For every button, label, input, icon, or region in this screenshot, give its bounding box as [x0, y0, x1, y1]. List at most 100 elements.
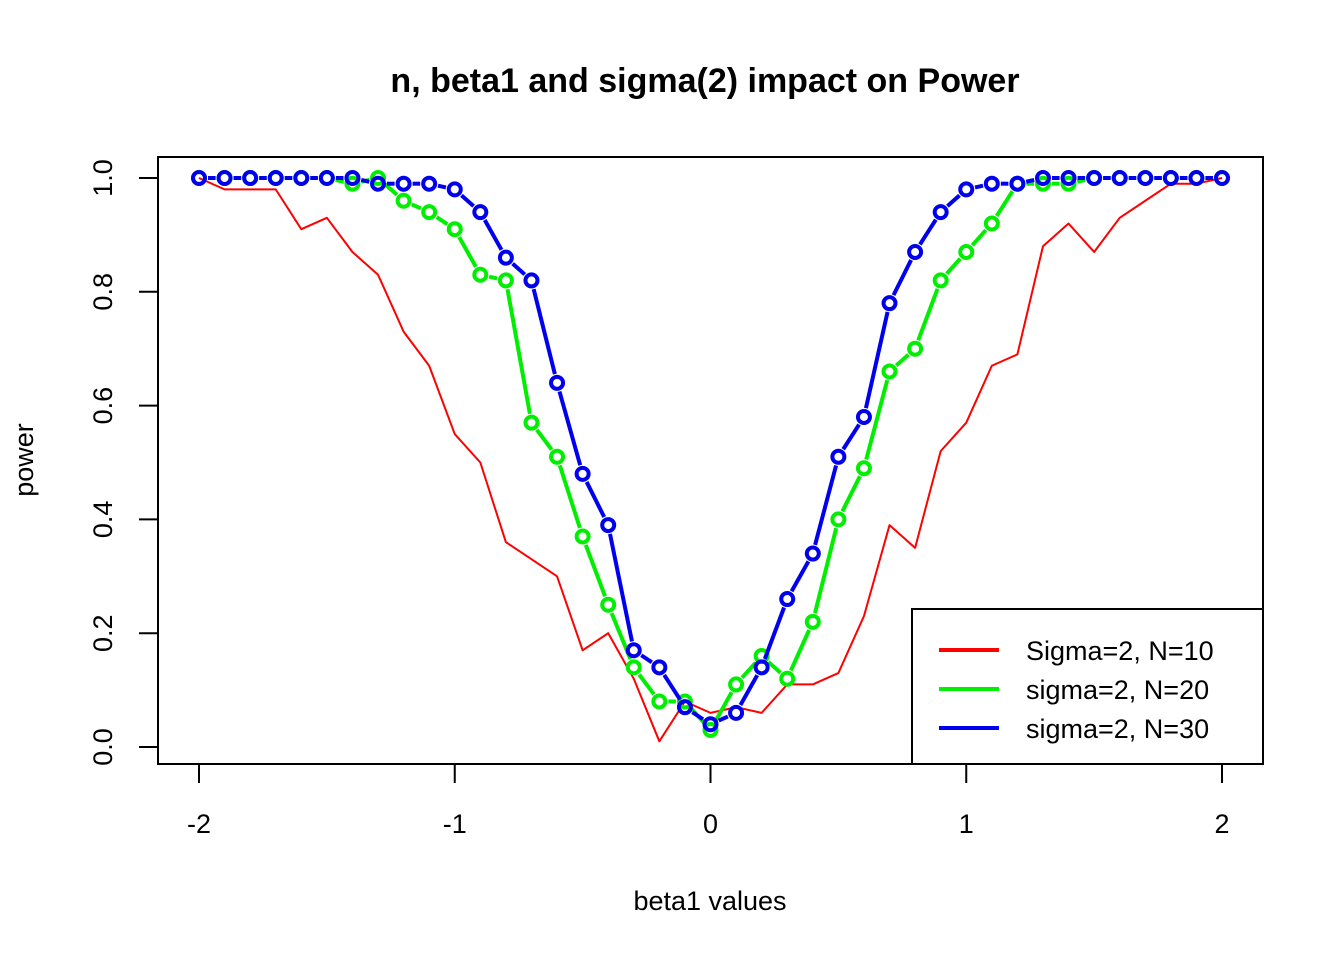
series-segment	[841, 423, 861, 451]
legend-label: sigma=2, N=20	[1026, 675, 1209, 705]
data-point	[958, 181, 975, 198]
series-segment	[813, 464, 839, 546]
data-point	[523, 272, 540, 289]
data-point	[421, 204, 438, 221]
series-3	[191, 170, 1230, 733]
x-tick-label: 1	[959, 809, 974, 839]
data-point	[804, 545, 821, 562]
data-point	[1060, 175, 1077, 192]
series-segment	[457, 236, 478, 268]
series-segment	[435, 215, 449, 226]
data-point	[1111, 170, 1128, 186]
data-point	[421, 175, 438, 192]
series-segment	[437, 183, 447, 190]
data-point	[1214, 170, 1230, 186]
series-segment	[383, 182, 399, 197]
series-segment	[584, 481, 606, 518]
series-segment	[916, 288, 940, 341]
data-point	[804, 613, 821, 630]
series-layer	[191, 170, 1230, 743]
data-point	[625, 642, 642, 659]
data-point	[1162, 170, 1179, 186]
data-point	[216, 170, 233, 186]
data-point	[318, 170, 335, 186]
data-point	[779, 670, 796, 687]
data-point	[574, 465, 591, 482]
series-segment	[974, 183, 984, 190]
series-segment	[863, 311, 890, 409]
data-point	[676, 699, 693, 716]
legend-label: sigma=2, N=30	[1026, 714, 1209, 744]
series-segment	[411, 202, 422, 211]
data-point	[242, 170, 259, 186]
x-tick-label: -1	[443, 809, 467, 839]
series-segment	[717, 714, 729, 723]
data-point	[267, 170, 284, 186]
data-point	[395, 175, 412, 192]
data-point	[702, 721, 719, 738]
series-segment	[1076, 178, 1086, 184]
data-point	[446, 221, 463, 238]
data-point	[472, 204, 489, 221]
chart-title: n, beta1 and sigma(2) impact on Power	[390, 62, 1019, 100]
legend-label: Sigma=2, N=10	[1026, 636, 1214, 666]
data-point	[1086, 170, 1103, 186]
series-segment	[789, 629, 811, 672]
data-point	[907, 243, 924, 260]
series-segment	[1025, 178, 1035, 184]
y-tick-label: 0.4	[88, 501, 118, 539]
data-point	[702, 716, 719, 733]
series-segment	[691, 710, 705, 721]
data-point	[651, 659, 668, 676]
y-tick-label: 1.0	[88, 159, 118, 197]
data-point	[983, 175, 1000, 192]
series-segment	[637, 673, 656, 696]
series-segment	[995, 190, 1015, 218]
x-tick-label: 0	[703, 809, 718, 839]
data-point	[293, 170, 310, 186]
y-axis-label: power	[9, 423, 39, 497]
data-point	[497, 272, 514, 289]
data-point	[344, 175, 361, 192]
data-point	[549, 448, 566, 465]
x-tick-label: -2	[187, 809, 211, 839]
data-point	[728, 676, 745, 693]
data-point	[395, 192, 412, 209]
series-segment	[662, 673, 682, 701]
series-segment	[762, 606, 786, 660]
data-point	[1060, 170, 1077, 186]
series-segment	[738, 674, 759, 706]
series-line	[198, 177, 1223, 743]
series-segment	[535, 428, 554, 451]
x-tick-label: 2	[1214, 809, 1229, 839]
data-point	[779, 591, 796, 608]
data-point	[1034, 175, 1051, 192]
data-point	[881, 295, 898, 312]
data-point	[932, 272, 949, 289]
series-segment	[918, 218, 938, 246]
series-segment	[608, 533, 634, 642]
series-segment	[864, 379, 890, 461]
series-segment	[891, 259, 913, 297]
data-point	[1188, 170, 1205, 186]
series-segment	[767, 660, 782, 675]
y-axis: 0.0 0.2 0.4 0.6 0.8 1.0	[88, 159, 159, 766]
data-point	[370, 175, 387, 192]
series-segment	[531, 288, 557, 375]
data-point	[1034, 170, 1051, 186]
data-point	[625, 659, 642, 676]
series-segment	[482, 219, 504, 251]
data-point	[830, 448, 847, 465]
data-point	[881, 363, 898, 380]
series-segment	[740, 661, 758, 680]
series-segment	[360, 178, 370, 184]
data-point	[600, 517, 617, 534]
legend-box	[911, 608, 1264, 765]
data-point	[472, 266, 489, 283]
x-axis-label: beta1 values	[633, 886, 786, 916]
data-point	[1137, 170, 1154, 186]
data-point	[497, 249, 514, 266]
series-segment	[789, 560, 811, 593]
y-tick-label: 0.8	[88, 273, 118, 311]
